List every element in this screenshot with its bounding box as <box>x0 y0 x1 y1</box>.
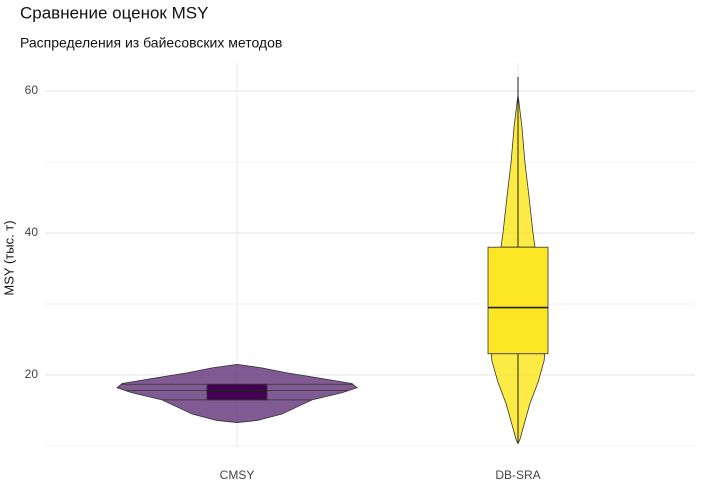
chart-title: Сравнение оценок MSY <box>20 3 208 22</box>
box <box>206 383 268 401</box>
violin-half <box>236 363 358 423</box>
violin-half <box>116 363 238 423</box>
y-tick-label: 40 <box>25 225 39 239</box>
y-tick-label: 60 <box>25 83 39 97</box>
x-tick-label: CMSY <box>220 468 255 482</box>
y-axis-label: MSY (тыс. т) <box>1 220 16 295</box>
chart-subtitle: Распределения из байесовских методов <box>20 35 282 51</box>
y-tick-label: 20 <box>25 367 39 381</box>
x-tick-label: DB-SRA <box>495 468 540 482</box>
box <box>487 246 549 355</box>
